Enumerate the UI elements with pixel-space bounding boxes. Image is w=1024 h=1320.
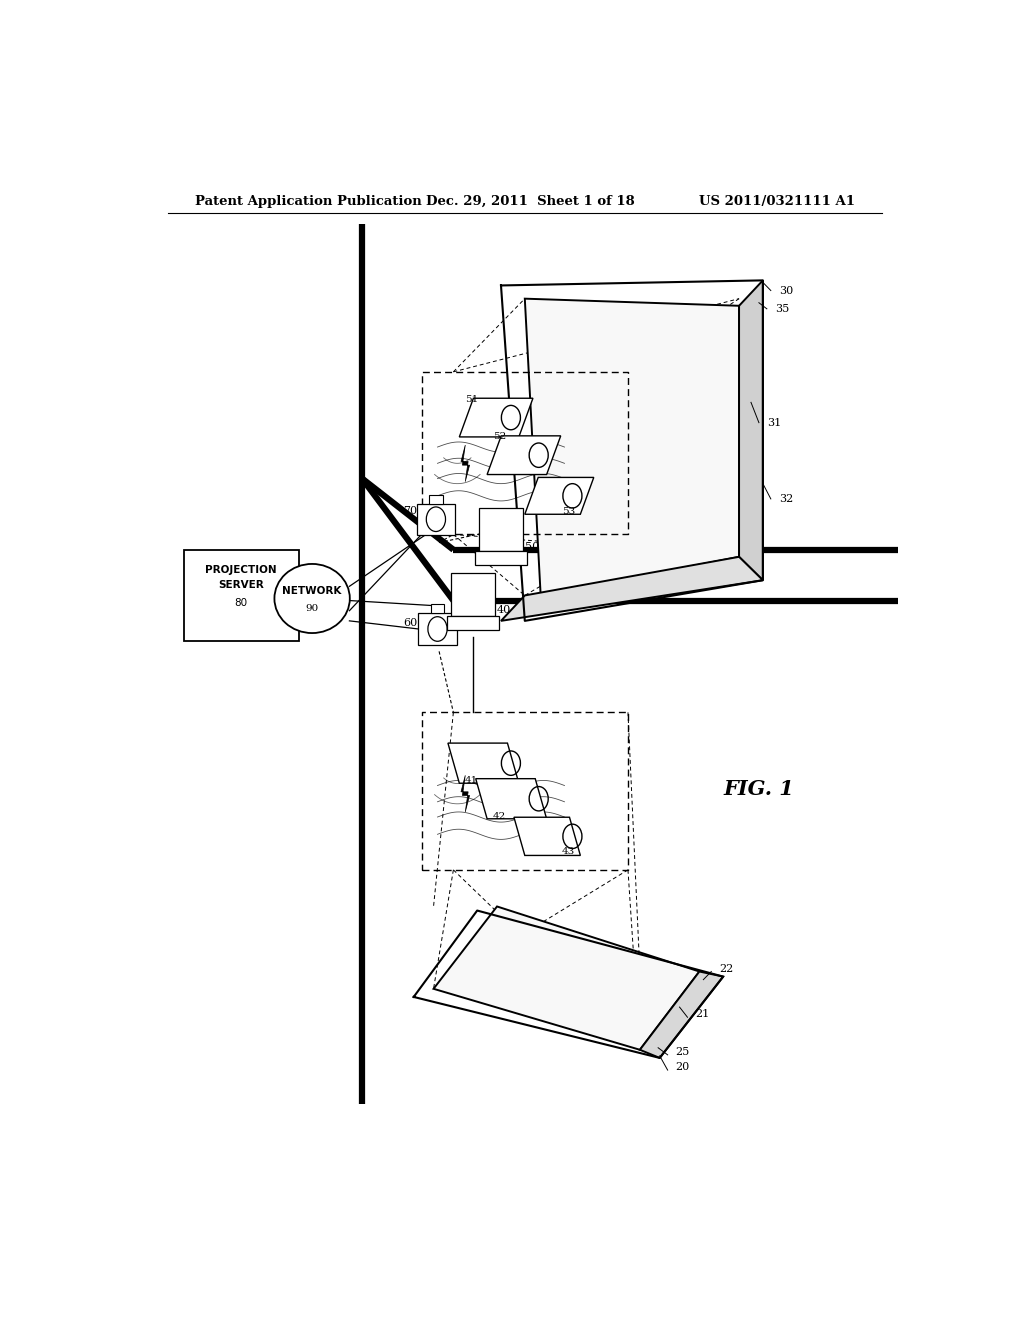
Text: 31: 31	[767, 417, 781, 428]
Text: US 2011/0321111 A1: US 2011/0321111 A1	[699, 195, 855, 209]
Polygon shape	[640, 972, 723, 1057]
Polygon shape	[501, 557, 763, 620]
FancyBboxPatch shape	[447, 615, 499, 630]
Text: 21: 21	[695, 1010, 710, 1019]
Text: 40: 40	[497, 605, 511, 615]
Polygon shape	[524, 298, 739, 595]
Polygon shape	[514, 817, 581, 855]
Polygon shape	[524, 478, 594, 515]
Text: 30: 30	[779, 285, 793, 296]
Text: 20: 20	[676, 1063, 690, 1072]
Text: 42: 42	[493, 812, 506, 821]
Polygon shape	[460, 399, 532, 437]
Ellipse shape	[274, 564, 350, 634]
Polygon shape	[461, 445, 470, 482]
Text: Dec. 29, 2011  Sheet 1 of 18: Dec. 29, 2011 Sheet 1 of 18	[426, 195, 634, 209]
Text: 35: 35	[775, 304, 790, 314]
Text: 41: 41	[464, 776, 477, 785]
Text: 53: 53	[562, 507, 575, 516]
Text: 22: 22	[719, 964, 733, 974]
Polygon shape	[487, 436, 561, 474]
Text: 52: 52	[493, 433, 506, 441]
Text: PROJECTION: PROJECTION	[205, 565, 276, 576]
FancyBboxPatch shape	[183, 549, 299, 642]
FancyBboxPatch shape	[429, 495, 443, 503]
Text: Patent Application Publication: Patent Application Publication	[196, 195, 422, 209]
Text: 51: 51	[465, 395, 478, 404]
Text: 25: 25	[676, 1047, 690, 1057]
Polygon shape	[461, 775, 470, 812]
Text: 70: 70	[403, 506, 418, 516]
Polygon shape	[433, 907, 699, 1049]
FancyBboxPatch shape	[430, 605, 444, 614]
FancyBboxPatch shape	[479, 508, 523, 550]
Polygon shape	[447, 743, 519, 783]
Text: SERVER: SERVER	[218, 581, 263, 590]
FancyBboxPatch shape	[452, 573, 495, 615]
Text: 90: 90	[305, 605, 318, 614]
Text: 80: 80	[234, 598, 247, 607]
FancyBboxPatch shape	[417, 503, 455, 535]
Text: 60: 60	[403, 618, 418, 628]
Polygon shape	[739, 280, 763, 581]
Polygon shape	[476, 779, 547, 818]
Text: 50: 50	[524, 541, 539, 552]
FancyBboxPatch shape	[475, 550, 526, 565]
Text: 43: 43	[562, 847, 575, 857]
Text: 32: 32	[779, 494, 793, 504]
Text: FIG. 1: FIG. 1	[723, 779, 794, 799]
FancyBboxPatch shape	[418, 614, 457, 644]
Text: NETWORK: NETWORK	[283, 586, 342, 597]
